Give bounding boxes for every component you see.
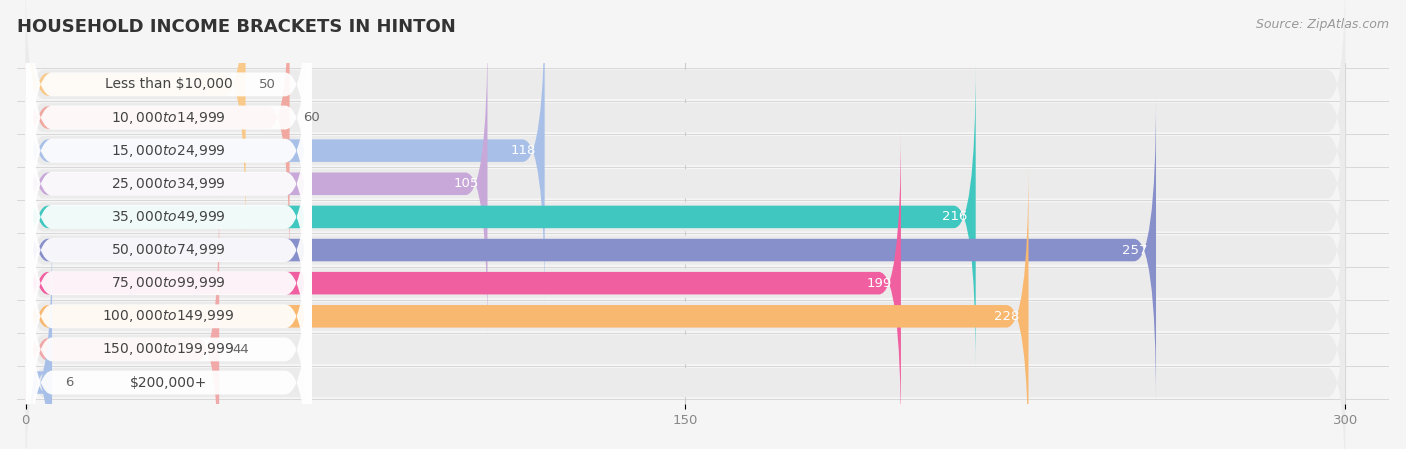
FancyBboxPatch shape	[25, 129, 901, 438]
Text: 60: 60	[302, 111, 319, 124]
FancyBboxPatch shape	[25, 0, 312, 304]
Text: $35,000 to $49,999: $35,000 to $49,999	[111, 209, 226, 225]
Text: $25,000 to $34,999: $25,000 to $34,999	[111, 176, 226, 192]
FancyBboxPatch shape	[25, 30, 312, 404]
Text: $75,000 to $99,999: $75,000 to $99,999	[111, 275, 226, 291]
FancyBboxPatch shape	[25, 62, 976, 371]
FancyBboxPatch shape	[25, 0, 290, 272]
FancyBboxPatch shape	[25, 195, 219, 449]
FancyBboxPatch shape	[25, 0, 1346, 202]
FancyBboxPatch shape	[25, 228, 52, 449]
FancyBboxPatch shape	[25, 0, 1346, 235]
FancyBboxPatch shape	[25, 66, 1346, 302]
Text: $200,000+: $200,000+	[129, 375, 207, 390]
FancyBboxPatch shape	[25, 99, 1346, 335]
Text: Less than $10,000: Less than $10,000	[104, 77, 232, 92]
FancyBboxPatch shape	[25, 33, 1346, 269]
FancyBboxPatch shape	[25, 162, 1028, 449]
Text: 105: 105	[453, 177, 478, 190]
Text: $100,000 to $149,999: $100,000 to $149,999	[103, 308, 235, 324]
Text: $150,000 to $199,999: $150,000 to $199,999	[103, 341, 235, 357]
FancyBboxPatch shape	[25, 163, 312, 449]
Text: 118: 118	[510, 144, 536, 157]
FancyBboxPatch shape	[25, 63, 312, 437]
Text: 199: 199	[868, 277, 893, 290]
FancyBboxPatch shape	[25, 0, 312, 338]
FancyBboxPatch shape	[25, 232, 1346, 449]
FancyBboxPatch shape	[25, 196, 312, 449]
FancyBboxPatch shape	[25, 0, 312, 271]
Text: 44: 44	[232, 343, 249, 356]
FancyBboxPatch shape	[25, 198, 1346, 434]
FancyBboxPatch shape	[25, 29, 488, 338]
Text: 216: 216	[942, 211, 967, 224]
Text: 50: 50	[259, 78, 276, 91]
FancyBboxPatch shape	[25, 132, 1346, 368]
Text: 228: 228	[994, 310, 1019, 323]
FancyBboxPatch shape	[25, 129, 312, 449]
Text: Source: ZipAtlas.com: Source: ZipAtlas.com	[1256, 18, 1389, 31]
FancyBboxPatch shape	[25, 0, 544, 305]
Text: $50,000 to $74,999: $50,000 to $74,999	[111, 242, 226, 258]
FancyBboxPatch shape	[25, 97, 312, 449]
Text: 257: 257	[1122, 243, 1147, 256]
FancyBboxPatch shape	[25, 165, 1346, 401]
FancyBboxPatch shape	[25, 0, 246, 239]
FancyBboxPatch shape	[25, 264, 1346, 449]
Text: HOUSEHOLD INCOME BRACKETS IN HINTON: HOUSEHOLD INCOME BRACKETS IN HINTON	[17, 18, 456, 36]
FancyBboxPatch shape	[25, 96, 1156, 405]
Text: 6: 6	[65, 376, 73, 389]
Text: $10,000 to $14,999: $10,000 to $14,999	[111, 110, 226, 126]
FancyBboxPatch shape	[25, 0, 312, 370]
Text: $15,000 to $24,999: $15,000 to $24,999	[111, 143, 226, 158]
